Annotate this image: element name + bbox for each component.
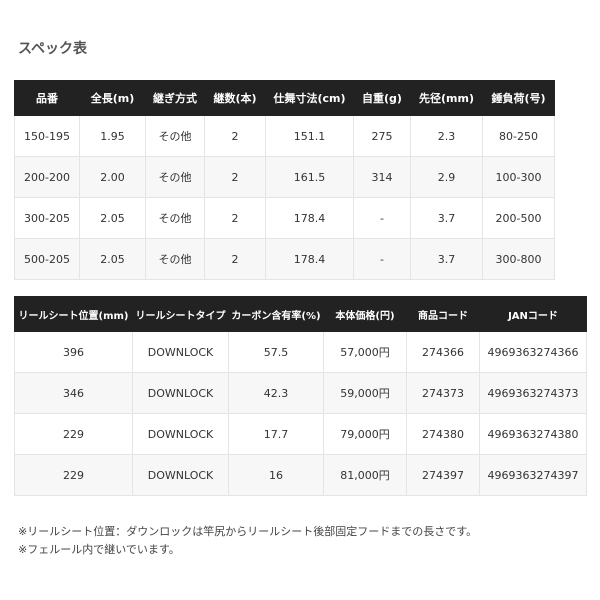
header-cell: 商品コード (406, 296, 480, 332)
cell: 300-800 (482, 238, 555, 280)
cell: 274373 (406, 372, 480, 414)
cell: 178.4 (265, 238, 354, 280)
cell: 81,000円 (323, 454, 407, 496)
cell: 2 (204, 197, 266, 239)
cell: 16 (228, 454, 324, 496)
cell: 2.05 (79, 197, 146, 239)
cell: 57.5 (228, 331, 324, 373)
cell: 4969363274366 (479, 331, 587, 373)
cell: 274397 (406, 454, 480, 496)
cell: 500-205 (14, 238, 80, 280)
cell: 151.1 (265, 115, 354, 157)
cell: 150-195 (14, 115, 80, 157)
cell: 178.4 (265, 197, 354, 239)
cell: その他 (145, 197, 205, 239)
cell: 4969363274380 (479, 413, 587, 455)
header-cell: リールシート位置(mm) (14, 296, 133, 332)
price-table: リールシート位置(mm) リールシートタイプ カーボン含有率(%) 本体価格(円) 商品… (14, 296, 587, 496)
cell: 80-250 (482, 115, 555, 157)
cell: 4969363274397 (479, 454, 587, 496)
cell: 2 (204, 238, 266, 280)
title: スペック表 (18, 41, 88, 57)
cell: 3.7 (410, 197, 483, 239)
header-row: リールシート位置(mm) リールシートタイプ カーボン含有率(%) 本体価格(円) 商品… (14, 296, 587, 332)
row: 229 DOWNLOCK 16 81,000円 274397 4969363274397 (14, 454, 587, 496)
cell: 300-205 (14, 197, 80, 239)
note: ※リールシート位置：ダウンロックは竿尻からリールシート後部固定フードまでの長さで… (18, 525, 478, 538)
header-cell: 自重(g) (353, 80, 411, 116)
header-cell: 先径(mm) (410, 80, 483, 116)
header-cell: 品番 (14, 80, 80, 116)
cell: 396 (14, 331, 133, 373)
cell: - (353, 238, 411, 280)
header-cell: カーボン含有率(%) (228, 296, 324, 332)
cell: その他 (145, 238, 205, 280)
cell: 2.00 (79, 156, 146, 198)
cell: 274366 (406, 331, 480, 373)
cell: 2.05 (79, 238, 146, 280)
cell: 100-300 (482, 156, 555, 198)
cell: 229 (14, 413, 133, 455)
cell: - (353, 197, 411, 239)
cell: DOWNLOCK (132, 372, 229, 414)
header-cell: 錘負荷(号) (482, 80, 555, 116)
cell: DOWNLOCK (132, 454, 229, 496)
cell: 59,000円 (323, 372, 407, 414)
cell: その他 (145, 156, 205, 198)
cell: 229 (14, 454, 133, 496)
cell: DOWNLOCK (132, 413, 229, 455)
cell: 79,000円 (323, 413, 407, 455)
cell: 3.7 (410, 238, 483, 280)
header-cell: 継数(本) (204, 80, 266, 116)
header-cell: 本体価格(円) (323, 296, 407, 332)
cell: 200-500 (482, 197, 555, 239)
header-row: 品番 全長(m) 継ぎ方式 継数(本) 仕舞寸法(cm) 自重(g) 先径(mm) 錘負荷(号… (14, 80, 555, 116)
cell: 346 (14, 372, 133, 414)
cell: 200-200 (14, 156, 80, 198)
row: 300-205 2.05 その他 2 178.4-3.7 200-500 (14, 197, 555, 239)
cell: 2 (204, 115, 266, 157)
cell: 4969363274373 (479, 372, 587, 414)
header-cell: 仕舞寸法(cm) (265, 80, 354, 116)
cell: 57,000円 (323, 331, 407, 373)
cell: 2.9 (410, 156, 483, 198)
cell: 2 (204, 156, 266, 198)
cell: 2.3 (410, 115, 483, 157)
cell: 17.7 (228, 413, 324, 455)
header-cell: 全長(m) (79, 80, 146, 116)
cell: 275 (353, 115, 411, 157)
header-cell: 継ぎ方式 (145, 80, 205, 116)
row: 500-205 2.05 その他 2 178.4-3.7 300-800 (14, 238, 555, 280)
header-cell: リールシートタイプ (132, 296, 229, 332)
row: 346 DOWNLOCK 42.3 59,000円 274373 496936327437… (14, 372, 587, 414)
cell: 1.95 (79, 115, 146, 157)
cell: 42.3 (228, 372, 324, 414)
cell: 314 (353, 156, 411, 198)
cell: 274380 (406, 413, 480, 455)
cell: DOWNLOCK (132, 331, 229, 373)
header-cell: JANコード (479, 296, 587, 332)
row: 229 DOWNLOCK 17.7 79,000円 274380 496936327438… (14, 413, 587, 455)
row: 150-195 1.95 その他 2 151.1 275 2.3 80-250 (14, 115, 555, 157)
note: ※フェルール内で継いでいます。 (18, 543, 180, 556)
cell: 161.5 (265, 156, 354, 198)
cell: その他 (145, 115, 205, 157)
spec-table: 品番 全長(m) 継ぎ方式 継数(本) 仕舞寸法(cm) 自重(g) 先径(mm) 錘負荷(号… (14, 80, 555, 280)
row: 200-200 2.00 その他 2 161.5 314 2.9 100-300 (14, 156, 555, 198)
row: 396 DOWNLOCK 57.5 57,000円 274366 496936327436… (14, 331, 587, 373)
